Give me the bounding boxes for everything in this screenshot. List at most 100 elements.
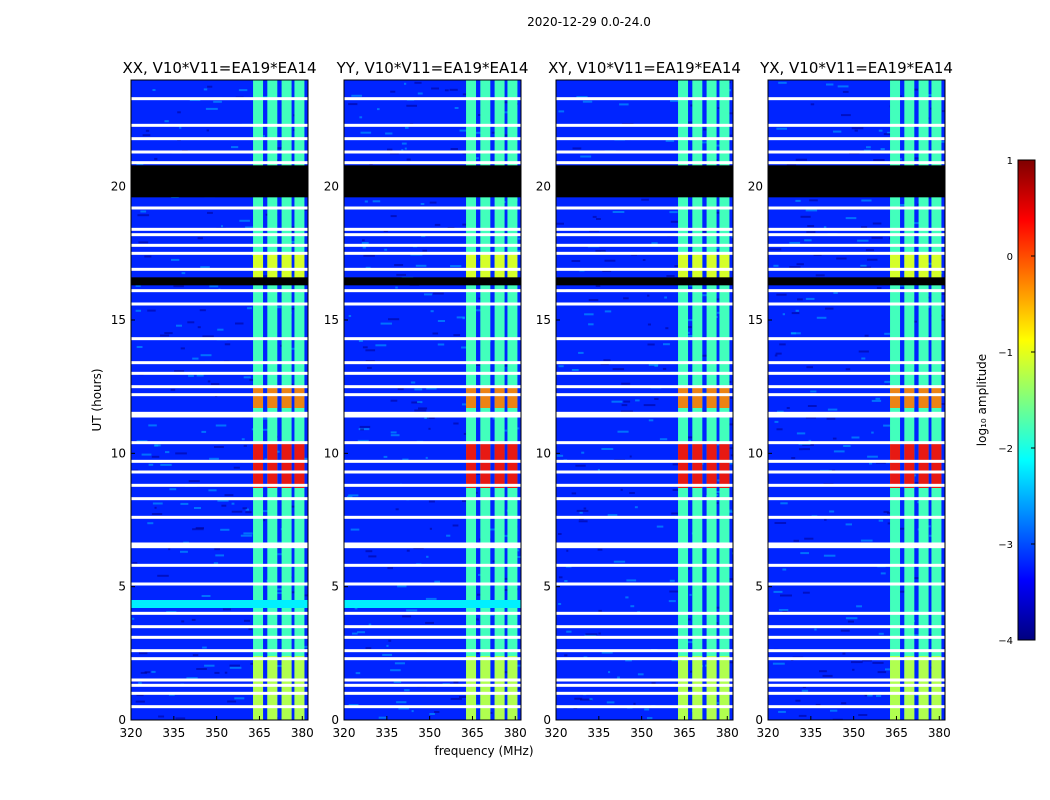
- flagged-row: [344, 414, 521, 418]
- blank-band: [131, 165, 308, 198]
- x-tick-label: 335: [375, 726, 398, 740]
- colorbar-label: log₁₀ amplitude: [975, 354, 989, 446]
- x-tick-label: 365: [461, 726, 484, 740]
- flagged-row: [344, 691, 521, 695]
- y-tick-label: 5: [543, 580, 551, 594]
- flagged-row: [131, 251, 308, 255]
- panel-frame: [130, 79, 309, 721]
- flagged-row: [344, 683, 521, 687]
- signal-feature: [692, 656, 703, 720]
- signal-feature: [931, 442, 942, 488]
- x-tick-label: 335: [162, 726, 185, 740]
- signal-feature: [480, 386, 491, 408]
- signal-feature: [719, 656, 730, 720]
- signal-feature: [719, 253, 730, 280]
- flagged-row: [344, 123, 521, 127]
- signal-feature: [692, 386, 703, 408]
- signal-feature: [281, 386, 292, 408]
- flagged-row: [768, 361, 945, 365]
- flagged-row: [556, 459, 733, 463]
- colorbar-tick-label: −3: [998, 540, 1013, 551]
- flagged-row: [768, 470, 945, 474]
- blank-band: [556, 277, 733, 286]
- signal-feature: [719, 386, 730, 408]
- flagged-row: [131, 497, 308, 501]
- flagged-row: [344, 635, 521, 639]
- flagged-row: [768, 411, 945, 415]
- panel-title: XY, V10*V11=EA19*EA14: [548, 59, 741, 77]
- signal-feature: [507, 386, 518, 408]
- flagged-row: [556, 251, 733, 255]
- flagged-row: [344, 515, 521, 519]
- signal-feature: [494, 442, 505, 488]
- flagged-row: [344, 150, 521, 154]
- flagged-row: [131, 705, 308, 709]
- signal-feature: [719, 442, 730, 488]
- flagged-row: [131, 302, 308, 306]
- flagged-row: [131, 635, 308, 639]
- flagged-row: [131, 123, 308, 127]
- flagged-row: [344, 337, 521, 341]
- y-tick-label: 10: [111, 446, 126, 460]
- flagged-row: [131, 206, 308, 210]
- x-tick-label: 350: [418, 726, 441, 740]
- flagged-row: [344, 371, 521, 375]
- y-tick-label: 0: [755, 713, 763, 727]
- signal-feature: [253, 656, 264, 720]
- flagged-row: [131, 150, 308, 154]
- signal-feature: [294, 442, 305, 488]
- x-tick-label: 380: [291, 726, 314, 740]
- flagged-row: [131, 470, 308, 474]
- flagged-row: [768, 97, 945, 101]
- flagged-row: [131, 337, 308, 341]
- signal-feature: [466, 656, 477, 720]
- flagged-row: [131, 515, 308, 519]
- flagged-row: [131, 233, 308, 237]
- flagged-row: [131, 545, 308, 549]
- signal-feature: [890, 386, 901, 408]
- flagged-row: [131, 483, 308, 487]
- flagged-row: [131, 691, 308, 695]
- flagged-row: [131, 385, 308, 389]
- blank-band: [556, 165, 733, 198]
- y-tick-label: 5: [331, 580, 339, 594]
- flagged-row: [556, 411, 733, 415]
- flagged-row: [131, 459, 308, 463]
- x-tick-label: 380: [928, 726, 951, 740]
- flagged-row: [768, 441, 945, 445]
- flagged-row: [344, 267, 521, 271]
- flagged-row: [344, 361, 521, 365]
- flagged-row: [768, 227, 945, 231]
- flagged-row: [131, 267, 308, 271]
- signal-feature: [904, 386, 915, 408]
- flagged-row: [556, 97, 733, 101]
- flagged-row: [556, 657, 733, 661]
- flagged-row: [768, 414, 945, 418]
- signal-feature: [918, 656, 929, 720]
- x-tick-label: 320: [333, 726, 356, 740]
- flagged-row: [131, 649, 308, 653]
- y-tick-label: 20: [111, 180, 126, 194]
- signal-feature: [507, 253, 518, 280]
- flagged-row: [344, 206, 521, 210]
- signal-feature: [480, 442, 491, 488]
- panel-frame: [343, 79, 522, 721]
- colorbar: 1 0 −1 −2 −3 −4 log₁₀ amplitude: [975, 156, 1036, 647]
- signal-feature: [931, 253, 942, 280]
- flagged-row: [768, 678, 945, 682]
- flagged-row: [556, 441, 733, 445]
- panel-2: YY, V10*V11=EA19*EA14 320 335 350 365 380 0 5 10…: [324, 59, 529, 740]
- flagged-row: [556, 470, 733, 474]
- x-tick-label: 365: [885, 726, 908, 740]
- flagged-row: [768, 251, 945, 255]
- flagged-row: [556, 545, 733, 549]
- flagged-row: [344, 393, 521, 397]
- flagged-row: [131, 542, 308, 546]
- flagged-row: [768, 483, 945, 487]
- signal-feature: [918, 442, 929, 488]
- signal-feature: [253, 442, 264, 488]
- signal-feature: [466, 253, 477, 280]
- flagged-row: [131, 227, 308, 231]
- signal-feature: [253, 253, 264, 280]
- cyan-band: [344, 600, 521, 608]
